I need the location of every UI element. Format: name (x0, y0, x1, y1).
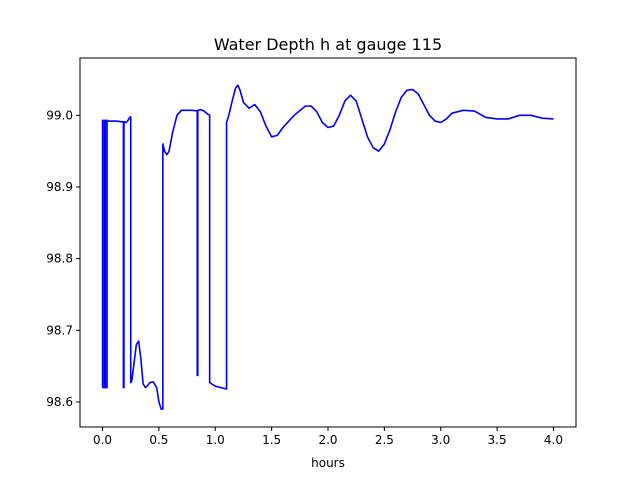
x-axis-label: hours (311, 456, 345, 470)
series-line (101, 84, 554, 410)
x-tick-label: 2.0 (318, 433, 337, 447)
y-axis: 98.6 98.7 98.8 98.9 99.0 (46, 108, 80, 409)
x-axis: 0.0 0.5 1.0 1.5 2.0 2.5 3.0 3.5 4.0 (93, 427, 563, 447)
y-tick-label: 98.8 (46, 252, 73, 266)
x-tick-label: 0.5 (149, 433, 168, 447)
x-tick-label: 1.0 (206, 433, 225, 447)
x-tick-label: 3.0 (431, 433, 450, 447)
x-tick-label: 4.0 (544, 433, 563, 447)
y-tick-label: 98.7 (46, 323, 73, 337)
y-tick-label: 99.0 (46, 108, 73, 122)
y-tick-label: 98.9 (46, 180, 73, 194)
series-group (101, 84, 554, 410)
x-tick-label: 2.5 (375, 433, 394, 447)
x-tick-label: 0.0 (93, 433, 112, 447)
chart-title: Water Depth h at gauge 115 (214, 35, 442, 54)
x-tick-label: 3.5 (488, 433, 507, 447)
x-tick-label: 1.5 (262, 433, 281, 447)
y-tick-label: 98.6 (46, 395, 73, 409)
